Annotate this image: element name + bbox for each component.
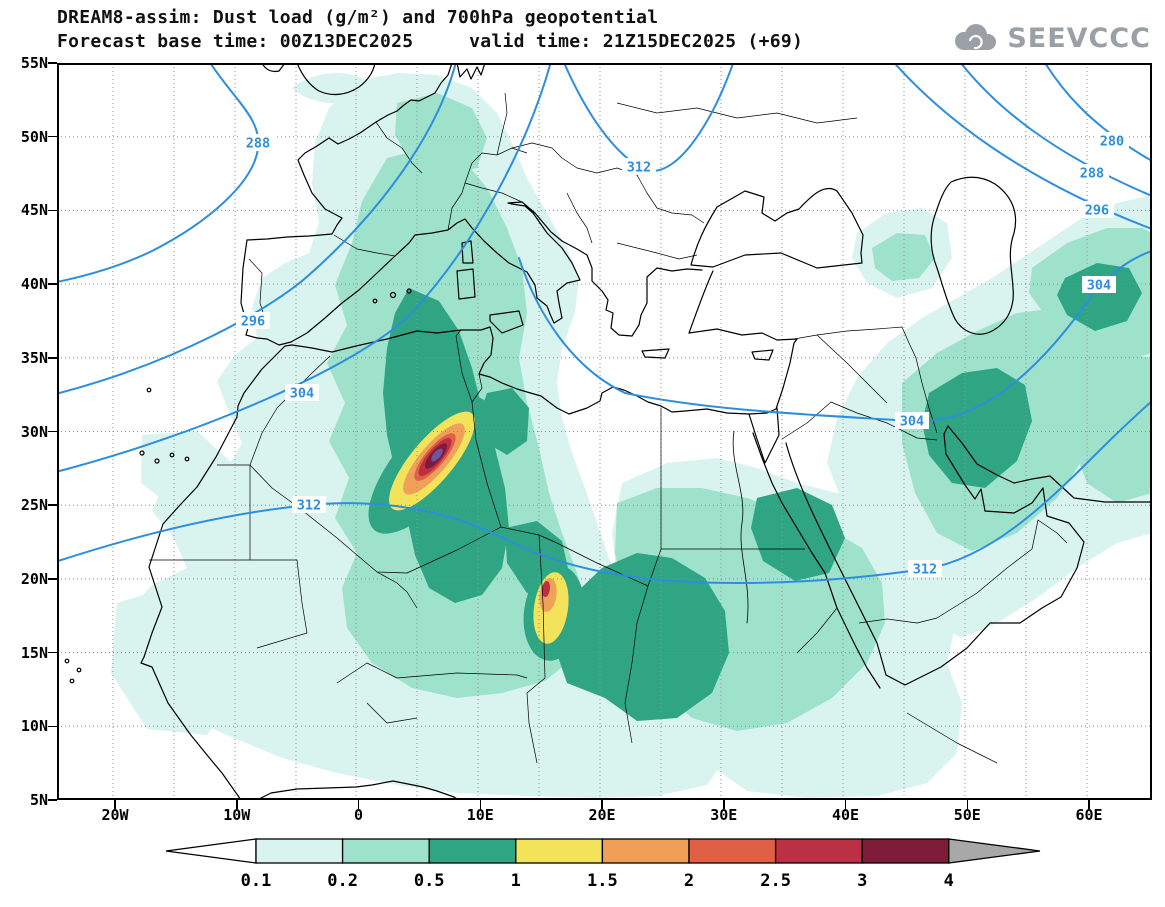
lat-tick-mark <box>48 799 57 801</box>
lat-tick-mark <box>48 136 57 138</box>
contour-label: 312 <box>913 562 937 578</box>
lat-tick-label: 45N <box>6 201 48 219</box>
colorbar-label: 3 <box>857 871 867 891</box>
lat-tick-mark <box>48 210 57 212</box>
contour-label: 304 <box>290 386 314 402</box>
lat-tick-mark <box>48 504 57 506</box>
colorbar-label: 4 <box>944 871 954 891</box>
weather-chart-page: { "header": { "title_line1": "DREAM8-ass… <box>0 0 1165 907</box>
colorbar-left-arrow <box>166 839 256 863</box>
lat-tick-mark <box>48 357 57 359</box>
lat-tick-label: 25N <box>6 496 48 514</box>
colorbar-label: 1 <box>511 871 521 891</box>
lat-tick-mark <box>48 62 57 64</box>
lon-tick-mark <box>236 800 238 809</box>
lat-tick-label: 30N <box>6 423 48 441</box>
colorbar-label: 0.5 <box>414 871 445 891</box>
lat-tick-mark <box>48 726 57 728</box>
colorbar-segment <box>776 839 863 863</box>
lon-tick-mark <box>114 800 116 809</box>
colorbar-segment <box>516 839 603 863</box>
lon-tick-mark <box>480 800 482 809</box>
lon-tick-mark <box>601 800 603 809</box>
contour-label: 312 <box>297 498 321 514</box>
contour-312-europe <box>562 63 735 171</box>
colorbar-label: 1.5 <box>587 871 618 891</box>
lat-tick-mark <box>48 652 57 654</box>
contour-label: 288 <box>246 136 270 152</box>
dust-shading-layer <box>111 73 1152 798</box>
contour-288-northeast <box>957 63 1152 196</box>
contour-label: 296 <box>1085 203 1109 219</box>
colorbar: 0.1 0.2 0.5 1 1.5 2 2.5 3 4 <box>160 836 1046 894</box>
lat-tick-label: 5N <box>6 791 48 809</box>
colorbar-segment <box>343 839 430 863</box>
page-subtitle: Forecast base time: 00Z13DEC2025 valid t… <box>57 30 803 54</box>
contour-label: 304 <box>900 414 924 430</box>
title-block: DREAM8-assim: Dust load (g/m²) and 700hP… <box>57 6 803 54</box>
map-svg: 288 296 304 312 312 280 288 296 304 304 312 <box>57 63 1152 800</box>
colorbar-right-arrow <box>949 839 1040 863</box>
colorbar-segment <box>256 839 343 863</box>
lat-tick-label: 40N <box>6 275 48 293</box>
seevccc-logo: SEEVCCC <box>949 22 1151 54</box>
cloud-icon <box>949 22 1001 54</box>
colorbar-label: 0.1 <box>241 871 272 891</box>
lon-tick-mark <box>967 800 969 809</box>
lon-tick-mark <box>723 800 725 809</box>
contour-label: 304 <box>1087 278 1111 294</box>
colorbar-label: 2 <box>684 871 694 891</box>
lat-tick-label: 35N <box>6 349 48 367</box>
lon-tick-mark <box>1088 800 1090 809</box>
lat-tick-mark <box>48 578 57 580</box>
lat-tick-mark <box>48 283 57 285</box>
logo-text: SEEVCCC <box>1007 23 1151 54</box>
contour-label: 312 <box>627 160 651 176</box>
lat-tick-label: 50N <box>6 128 48 146</box>
colorbar-label: 2.5 <box>760 871 791 891</box>
lon-tick-mark <box>845 800 847 809</box>
colorbar-segment <box>689 839 776 863</box>
colorbar-segment <box>862 839 949 863</box>
colorbar-segment <box>429 839 516 863</box>
lat-tick-label: 20N <box>6 570 48 588</box>
contour-288-west <box>57 63 258 283</box>
contour-label: 280 <box>1100 134 1124 150</box>
contour-label: 288 <box>1080 166 1104 182</box>
lat-tick-label: 10N <box>6 717 48 735</box>
lat-tick-mark <box>48 431 57 433</box>
lat-tick-label: 55N <box>6 54 48 72</box>
lon-tick-mark <box>358 800 360 809</box>
lat-tick-label: 15N <box>6 644 48 662</box>
colorbar-segment <box>602 839 689 863</box>
colorbar-label: 0.2 <box>327 871 358 891</box>
contour-label: 296 <box>241 314 265 330</box>
map-plot-area: 288 296 304 312 312 280 288 296 304 304 312 <box>57 63 1152 800</box>
page-title: DREAM8-assim: Dust load (g/m²) and 700hP… <box>57 6 803 30</box>
